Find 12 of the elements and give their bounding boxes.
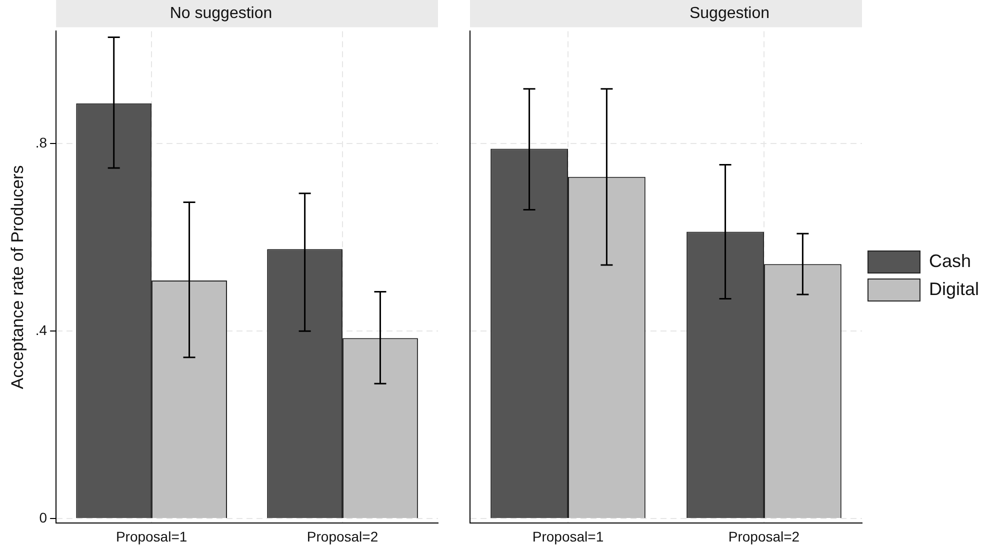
legend-label: Digital — [928, 278, 980, 299]
x-tick-label: Proposal=1 — [532, 528, 604, 544]
y-tick-label: .4 — [35, 322, 48, 338]
x-tick-label: Proposal=2 — [728, 528, 800, 544]
x-tick-label: Proposal=1 — [116, 528, 188, 544]
y-tick-label: .8 — [35, 134, 48, 151]
legend-label: Cash — [928, 250, 972, 271]
chart-title: Suggestion — [689, 5, 770, 22]
x-tick-label: Proposal=2 — [306, 528, 378, 544]
y-tick-label: 0 — [39, 509, 48, 526]
chart-title: No suggestion — [170, 5, 272, 22]
y-axis-title: Acceptance rate of Producers — [8, 165, 27, 390]
